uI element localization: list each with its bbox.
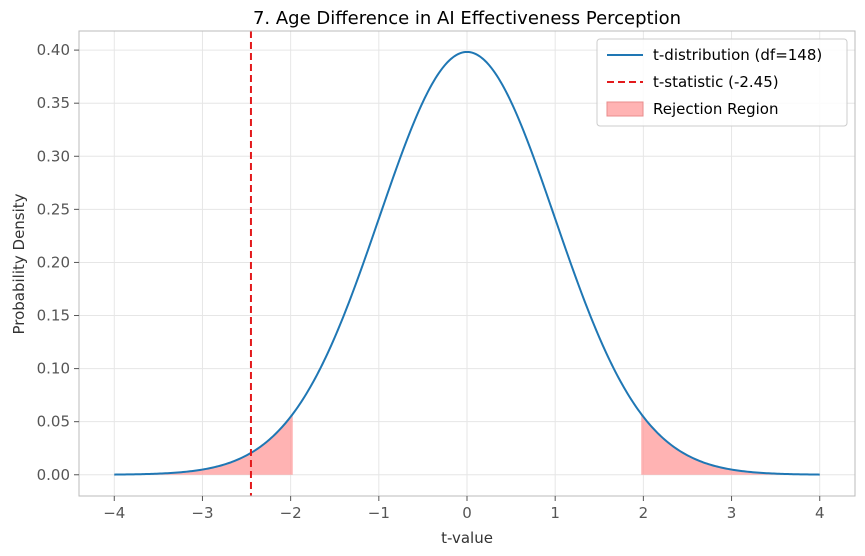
x-axis-label: t-value [441,529,493,547]
x-tick-label: 3 [727,504,737,522]
t-distribution-line [114,50,820,476]
y-tick-label: 0.35 [37,94,70,112]
legend-swatch-rejection-region [606,101,644,117]
legend-label: t-statistic (-2.45) [653,73,779,91]
x-tick-label: −2 [280,504,302,522]
rejection-region-right [641,414,820,475]
x-tick-label: −1 [368,504,390,522]
y-tick-label: 0.40 [37,41,70,59]
y-tick-label: 0.00 [37,466,70,484]
x-tick-label: 0 [462,504,472,522]
y-axis-ticks: 0.00 0.05 0.10 0.15 0.20 0.25 0.30 0.35 0.40 [37,41,79,484]
rejection-region-left [114,414,293,475]
x-tick-label: 1 [550,504,560,522]
x-tick-label: −3 [191,504,213,522]
y-axis-label: Probability Density [10,193,28,334]
series-lines [114,31,820,496]
y-tick-label: 0.10 [37,360,70,378]
x-tick-label: −4 [103,504,125,522]
y-tick-label: 0.30 [37,147,70,165]
rejection-region-fills [114,414,820,475]
y-tick-label: 0.15 [37,307,70,325]
chart-title: 7. Age Difference in AI Effectiveness Pe… [253,8,681,29]
legend: t-distribution (df=148) t-statistic (-2.4… [596,38,848,127]
legend-label: t-distribution (df=148) [653,46,822,64]
legend-box [596,38,848,127]
y-tick-label: 0.20 [37,253,70,271]
y-tick-label: 0.05 [37,413,70,431]
x-tick-label: 4 [815,504,825,522]
x-tick-label: 2 [639,504,649,522]
y-tick-label: 0.25 [37,200,70,218]
x-axis-ticks: −4 −3 −2 −1 0 1 2 3 4 [103,496,825,522]
legend-label: Rejection Region [653,100,778,118]
